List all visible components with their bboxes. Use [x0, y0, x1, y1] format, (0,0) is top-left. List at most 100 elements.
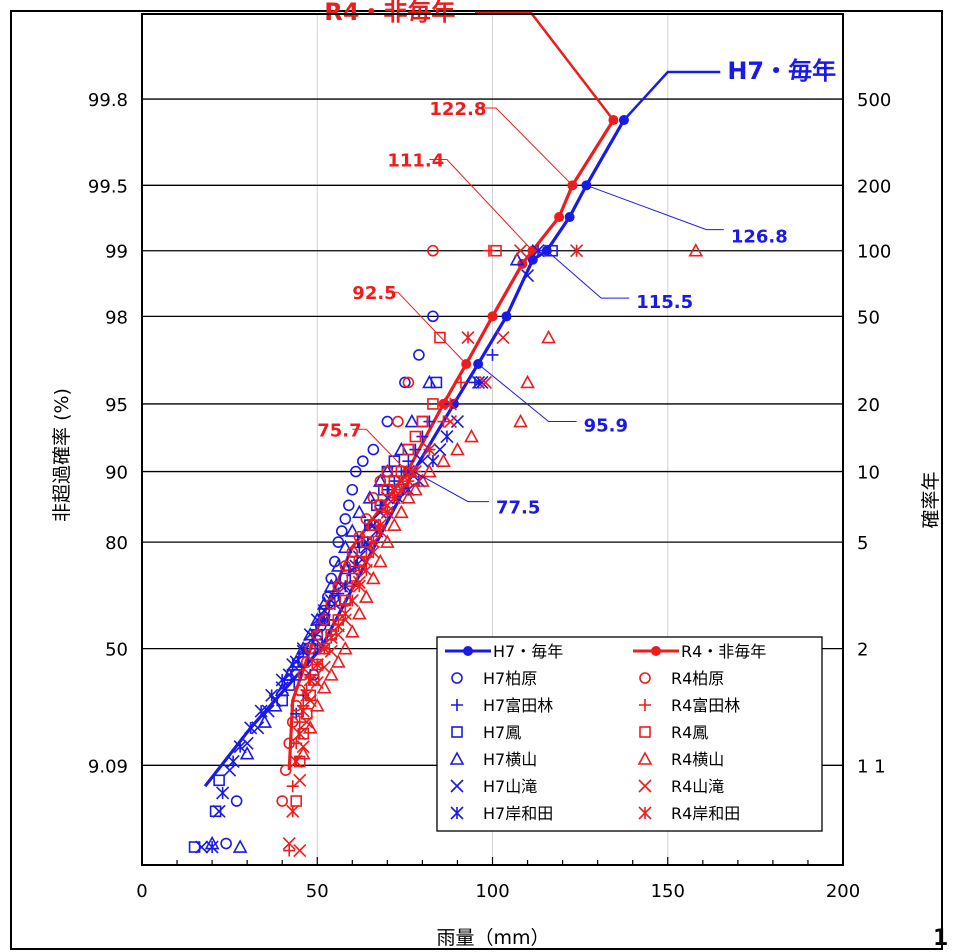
- fit-point: [438, 398, 449, 409]
- y-tick-label: 99: [105, 242, 128, 263]
- legend-label: H7鳳: [483, 723, 521, 742]
- data-point: [478, 375, 493, 390]
- legend-marker: [639, 672, 651, 684]
- data-point: [324, 631, 338, 645]
- data-point: [239, 746, 255, 760]
- data-point: [408, 482, 423, 496]
- y-tick-label: 80: [105, 533, 128, 554]
- legend-label: H7富田林: [483, 696, 553, 715]
- legend-box: [436, 636, 823, 832]
- data-point: [362, 490, 378, 504]
- data-point: [437, 415, 450, 428]
- data-point: [265, 688, 279, 702]
- data-point: [416, 430, 429, 443]
- data-point: [360, 536, 373, 548]
- data-point: [434, 331, 446, 344]
- data-point: [450, 441, 465, 456]
- data-point: [297, 727, 310, 740]
- data-point: [486, 348, 499, 361]
- data-point: [381, 465, 394, 478]
- data-point: [317, 603, 331, 618]
- data-point: [360, 513, 373, 525]
- legend-label: R4山滝: [671, 777, 724, 796]
- scatter-markers: [188, 243, 704, 858]
- data-point: [430, 376, 443, 389]
- annotation-label: R4・非毎年: [324, 0, 455, 26]
- data-point: [358, 589, 374, 603]
- data-point: [402, 376, 415, 389]
- data-point: [454, 376, 467, 389]
- data-point: [399, 376, 411, 389]
- annotation-label: H7・毎年: [727, 57, 836, 85]
- x-axis-title: 雨量（mm）: [436, 927, 549, 949]
- data-point: [422, 374, 437, 389]
- legend-label: R4横山: [671, 750, 724, 769]
- y2-tick-label: 2: [857, 640, 868, 661]
- data-point: [212, 804, 226, 818]
- data-point: [324, 644, 338, 658]
- data-point: [342, 499, 355, 512]
- y2-axis-title: 確率年: [920, 471, 942, 528]
- data-point: [310, 657, 324, 672]
- annotation-leader: [429, 159, 533, 252]
- data-point: [381, 415, 394, 428]
- data-point: [346, 483, 359, 496]
- y-tick-label: 99.8: [88, 90, 128, 111]
- data-point: [440, 429, 454, 444]
- annotation-label: 77.5: [496, 498, 540, 519]
- data-point: [230, 795, 243, 807]
- y2-tick-label: 5: [857, 533, 868, 554]
- annotation-leader: [622, 70, 721, 121]
- data-point: [381, 483, 394, 496]
- legend-label: R4鳳: [671, 723, 708, 742]
- data-point: [296, 644, 310, 658]
- y2-tick-label: 50: [857, 307, 880, 328]
- data-point: [344, 523, 360, 537]
- data-point: [188, 841, 201, 853]
- annotation-label: 126.8: [731, 226, 788, 247]
- data-point: [409, 430, 422, 443]
- legend-label: H7岸和田: [483, 804, 553, 823]
- legend-label: R4・非毎年: [681, 642, 766, 661]
- y-tick-label: 90: [105, 463, 128, 484]
- data-point: [286, 804, 300, 818]
- data-point: [316, 679, 332, 694]
- annotation-label: 122.8: [429, 99, 486, 120]
- y2-axis-ticks: 1 1 2 5 10 20 50 100 200 500: [857, 90, 891, 777]
- legend-marker: [639, 726, 651, 738]
- data-point: [318, 614, 331, 626]
- data-point: [427, 310, 439, 323]
- data-point: [380, 505, 394, 519]
- y2-tick-label: 10: [857, 463, 880, 484]
- annotation-label: 115.5: [636, 292, 693, 313]
- data-point: [372, 553, 388, 568]
- data-point: [332, 580, 345, 592]
- data-point: [296, 740, 310, 754]
- data-point: [408, 465, 422, 479]
- data-point: [282, 836, 296, 851]
- data-point: [346, 572, 359, 585]
- data-point: [357, 455, 369, 467]
- data-point: [290, 669, 303, 681]
- data-point: [339, 560, 352, 572]
- legend-label: H7・毎年: [493, 642, 563, 661]
- legend-label: R4岸和田: [671, 804, 740, 823]
- data-point: [513, 413, 528, 428]
- data-point: [351, 606, 367, 620]
- data-point: [286, 780, 299, 793]
- data-point: [443, 414, 458, 429]
- data-point: [443, 397, 458, 411]
- y2-tick-label: 200: [857, 176, 891, 197]
- data-point: [394, 504, 409, 519]
- data-point: [309, 612, 325, 626]
- annotation-label: 92.5: [352, 283, 396, 304]
- y-tick-label: 9.09: [88, 756, 128, 777]
- data-point: [531, 244, 545, 258]
- annotation-label: 111.4: [387, 150, 444, 171]
- data-point: [367, 491, 380, 504]
- fit-line: [203, 119, 626, 788]
- figure-frame: [10, 10, 943, 950]
- data-point: [513, 244, 528, 258]
- data-point: [394, 483, 408, 497]
- annotation-leader: [413, 471, 489, 503]
